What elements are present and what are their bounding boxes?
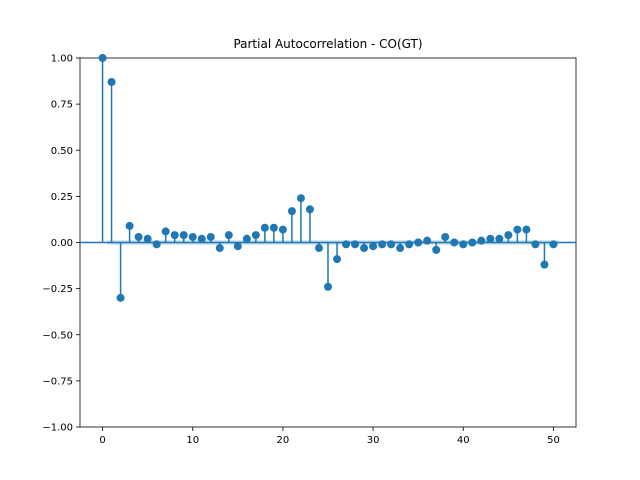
marker-lag-3 (125, 221, 134, 230)
y-tick-label: −1.00 (42, 423, 73, 434)
marker-lag-16 (242, 234, 251, 243)
marker-lag-7 (161, 227, 170, 236)
marker-lag-44 (495, 234, 504, 243)
marker-lag-36 (423, 236, 432, 245)
marker-lag-32 (387, 240, 396, 249)
marker-lag-42 (477, 236, 486, 245)
marker-lag-21 (287, 207, 296, 216)
marker-lag-37 (432, 245, 441, 254)
y-tick-label: −0.25 (42, 284, 73, 295)
marker-lag-14 (224, 231, 233, 240)
marker-lag-39 (450, 238, 459, 247)
marker-lag-13 (215, 244, 224, 253)
marker-lag-24 (314, 244, 323, 253)
y-tick-label: 0.25 (51, 192, 73, 203)
x-tick-label: 40 (457, 435, 470, 446)
marker-lag-23 (305, 205, 314, 214)
marker-lag-28 (351, 240, 360, 249)
marker-lag-46 (513, 225, 522, 234)
y-tick-label: 0.50 (51, 146, 73, 157)
marker-lag-19 (269, 223, 278, 232)
y-tick-label: −0.75 (42, 376, 73, 387)
marker-lag-25 (324, 282, 332, 291)
marker-lag-45 (504, 231, 513, 240)
marker-lag-34 (405, 240, 414, 249)
marker-lag-10 (188, 232, 197, 241)
y-tick-label: 0.75 (51, 100, 73, 111)
marker-lag-5 (143, 234, 152, 243)
marker-lag-15 (233, 242, 242, 251)
marker-lag-26 (333, 255, 342, 264)
marker-lag-8 (170, 231, 179, 240)
x-tick-label: 0 (99, 435, 105, 446)
marker-lag-18 (260, 223, 269, 232)
marker-lag-38 (441, 232, 450, 241)
marker-lag-29 (360, 244, 369, 253)
marker-lag-43 (486, 234, 495, 243)
marker-lag-41 (468, 238, 477, 247)
marker-lag-40 (459, 240, 468, 249)
x-tick-label: 30 (367, 435, 380, 446)
marker-lag-4 (134, 232, 143, 241)
marker-lag-35 (414, 238, 423, 247)
marker-lag-31 (378, 240, 387, 249)
marker-lag-30 (369, 242, 378, 251)
y-tick-label: 1.00 (51, 54, 73, 65)
x-tick-label: 50 (547, 435, 560, 446)
marker-lag-11 (197, 234, 206, 243)
marker-lag-50 (549, 240, 558, 249)
marker-lag-47 (522, 225, 531, 234)
marker-lag-27 (342, 240, 351, 249)
y-tick-label: −0.50 (42, 330, 73, 341)
x-tick-label: 20 (277, 435, 290, 446)
marker-lag-1 (107, 77, 116, 86)
marker-lag-33 (396, 244, 405, 253)
marker-lag-22 (296, 194, 305, 203)
marker-lag-12 (206, 232, 215, 241)
marker-lag-17 (251, 231, 260, 240)
y-tick-label: 0.00 (51, 238, 73, 249)
marker-lag-6 (152, 240, 161, 249)
chart-title: Partial Autocorrelation - CO(GT) (233, 37, 422, 51)
marker-lag-48 (531, 240, 540, 249)
marker-lag-2 (116, 293, 125, 302)
marker-lag-0 (98, 54, 107, 62)
marker-lag-20 (278, 225, 287, 234)
x-tick-label: 10 (186, 435, 199, 446)
marker-lag-49 (540, 260, 549, 269)
marker-lag-9 (179, 231, 188, 240)
